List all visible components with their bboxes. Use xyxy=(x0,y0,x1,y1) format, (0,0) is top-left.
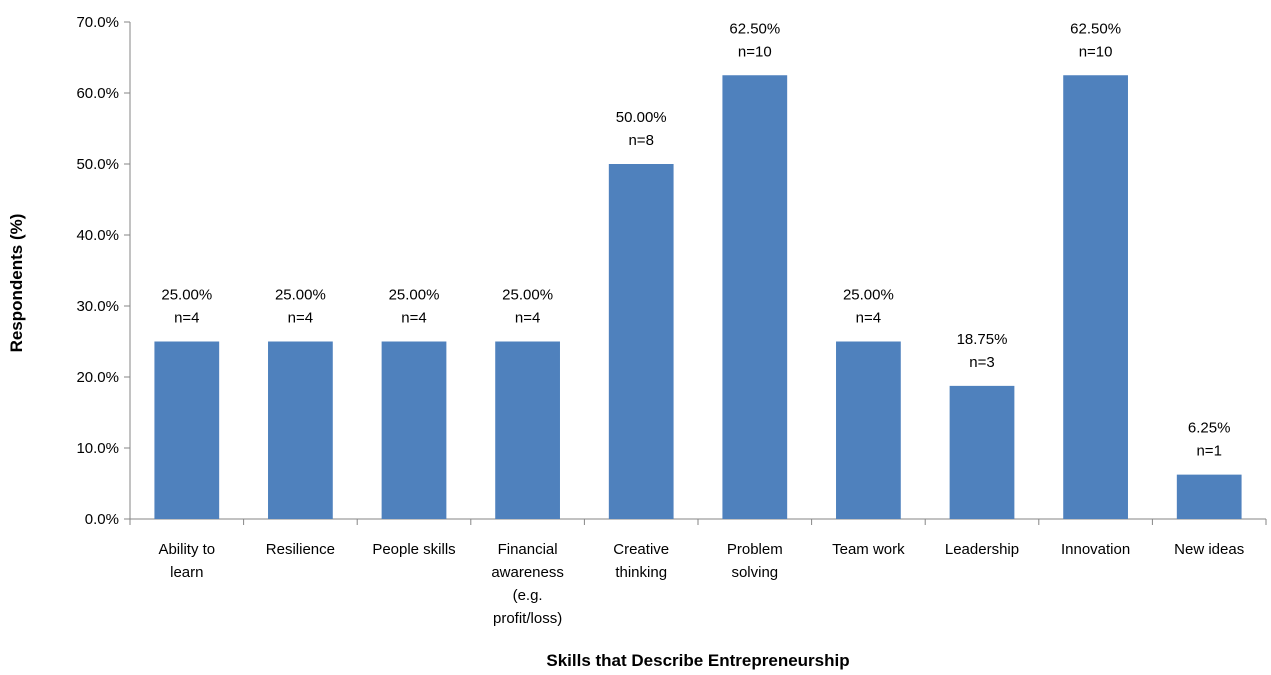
data-label: n=4 xyxy=(288,310,313,327)
data-label: 62.50% xyxy=(729,20,780,37)
y-tick-label: 50.0% xyxy=(76,156,119,173)
data-label: n=4 xyxy=(515,310,540,327)
y-tick-label: 60.0% xyxy=(76,85,119,102)
y-tick-label: 20.0% xyxy=(76,369,119,386)
category-labels: Ability to learn Resilience People skills Fi… xyxy=(158,541,1244,627)
data-label: 25.00% xyxy=(161,287,212,304)
data-label: 25.00% xyxy=(389,287,440,304)
x-tick-label: profit/loss) xyxy=(493,610,562,627)
data-label: 25.00% xyxy=(275,287,326,304)
bars xyxy=(154,75,1242,519)
x-tick-label: Creative xyxy=(613,541,669,558)
data-label: n=4 xyxy=(856,310,881,327)
x-tick-label: Leadership xyxy=(945,541,1019,558)
data-label: n=3 xyxy=(969,354,994,371)
x-tick-label: solving xyxy=(731,564,778,581)
bar xyxy=(381,341,447,519)
bar xyxy=(722,75,788,519)
x-tick-label: awareness xyxy=(491,564,564,581)
bar xyxy=(1063,75,1128,519)
x-tick-label: People skills xyxy=(372,541,455,558)
data-label: 6.25% xyxy=(1188,420,1231,437)
y-tick-label: 30.0% xyxy=(76,298,119,315)
y-tick-label: 40.0% xyxy=(76,227,119,244)
data-label: 25.00% xyxy=(502,287,553,304)
bar xyxy=(608,164,674,519)
data-label: 62.50% xyxy=(1070,20,1121,37)
bar xyxy=(1176,474,1242,519)
y-tick-label: 0.0% xyxy=(85,511,119,528)
bar xyxy=(154,341,220,519)
data-label: 50.00% xyxy=(616,109,667,126)
x-tick-label: (e.g. xyxy=(513,587,543,604)
x-axis-title: Skills that Describe Entrepreneurship xyxy=(546,651,849,670)
data-label: n=10 xyxy=(738,43,772,60)
data-labels: 25.00% n=4 25.00% n=4 25.00% n=4 25.00% n=4 50.0… xyxy=(161,20,1230,459)
bar xyxy=(268,341,333,519)
data-label: n=4 xyxy=(401,310,426,327)
x-tick-label: Financial xyxy=(498,541,558,558)
data-label: n=4 xyxy=(174,310,199,327)
data-label: n=8 xyxy=(628,132,653,149)
y-axis: 0.0% 10.0% 20.0% 30.0% 40.0% 50.0% 60.0% 70.0% xyxy=(76,14,131,528)
data-label: n=1 xyxy=(1196,443,1221,460)
x-tick-label: New ideas xyxy=(1174,541,1244,558)
y-tick-label: 70.0% xyxy=(76,14,119,31)
data-label: n=10 xyxy=(1079,43,1113,60)
x-axis xyxy=(129,518,1267,525)
y-tick-label: 10.0% xyxy=(76,440,119,457)
x-tick-label: Resilience xyxy=(266,541,335,558)
y-axis-title: Respondents (%) xyxy=(7,214,26,353)
x-tick-label: learn xyxy=(170,564,203,581)
bar xyxy=(949,385,1015,519)
x-tick-label: Team work xyxy=(832,541,905,558)
data-label: 18.75% xyxy=(957,331,1008,348)
data-label: 25.00% xyxy=(843,287,894,304)
x-tick-label: Ability to xyxy=(158,541,215,558)
bar xyxy=(836,341,901,519)
bar xyxy=(495,341,560,519)
x-tick-label: Problem xyxy=(727,541,783,558)
x-tick-label: Innovation xyxy=(1061,541,1130,558)
x-tick-label: thinking xyxy=(615,564,667,581)
